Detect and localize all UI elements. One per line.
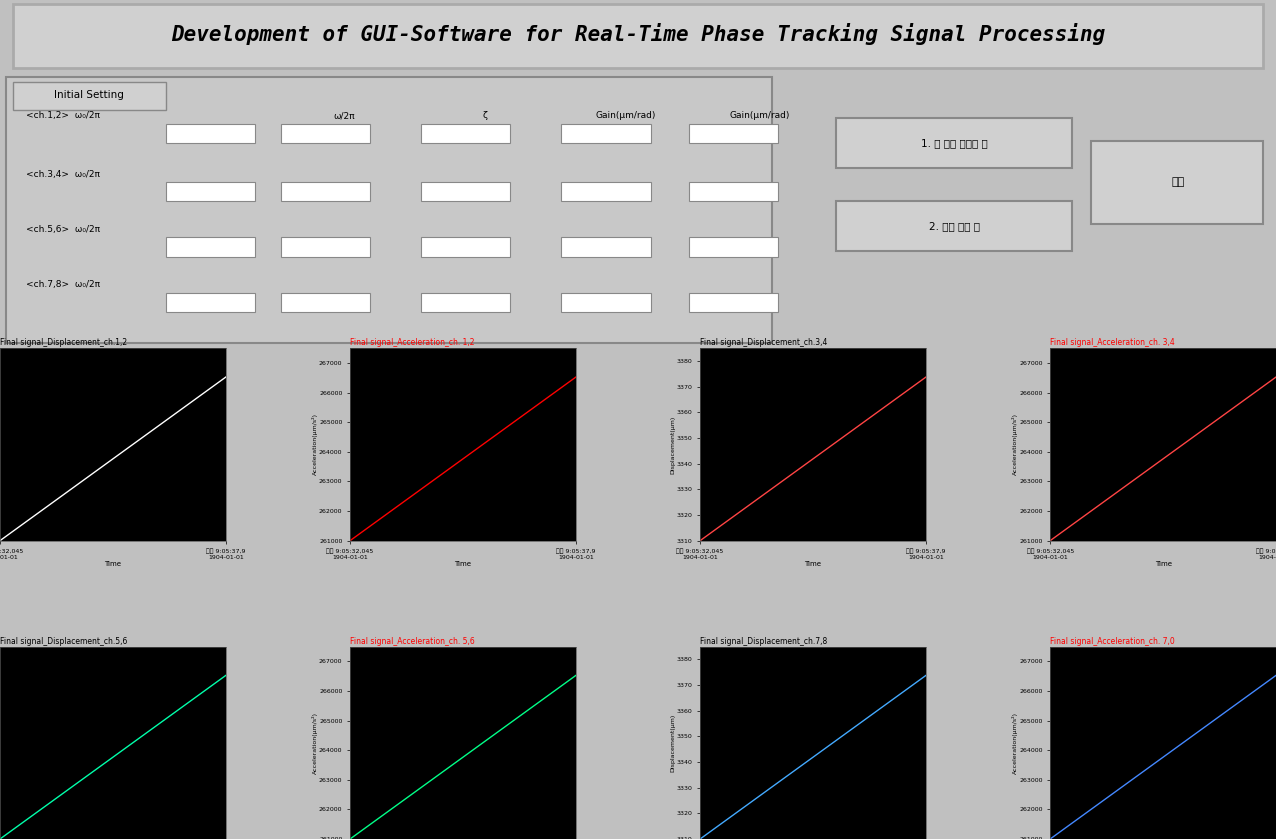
FancyBboxPatch shape [561, 182, 651, 201]
FancyBboxPatch shape [421, 237, 510, 257]
Text: <ch.1,2>  ω₀/2π: <ch.1,2> ω₀/2π [26, 112, 100, 120]
FancyBboxPatch shape [421, 182, 510, 201]
FancyBboxPatch shape [561, 124, 651, 143]
Text: 정지: 정지 [1171, 177, 1184, 187]
Text: Final signal_Displacement_ch.3,4: Final signal_Displacement_ch.3,4 [701, 338, 827, 347]
Text: Final signal_Acceleration_ch. 7,0: Final signal_Acceleration_ch. 7,0 [1050, 637, 1175, 646]
FancyBboxPatch shape [13, 82, 166, 110]
Text: Final signal_Displacement_ch.1,2: Final signal_Displacement_ch.1,2 [0, 338, 128, 347]
Text: Final signal_Displacement_ch.7,8: Final signal_Displacement_ch.7,8 [701, 637, 827, 646]
Text: Final signal_Acceleration_ch. 1,2: Final signal_Acceleration_ch. 1,2 [350, 338, 475, 347]
Text: ζ: ζ [482, 112, 487, 120]
Text: Initial Setting: Initial Setting [55, 90, 124, 100]
FancyBboxPatch shape [689, 293, 778, 312]
FancyBboxPatch shape [689, 182, 778, 201]
Text: Gain(μm/rad): Gain(μm/rad) [729, 112, 790, 120]
Y-axis label: Acceleration(μm/s²): Acceleration(μm/s²) [1012, 414, 1018, 476]
FancyBboxPatch shape [836, 118, 1072, 168]
Y-axis label: Displacement(μm): Displacement(μm) [670, 714, 675, 772]
X-axis label: Time: Time [454, 561, 471, 567]
Text: <ch.7,8>  ω₀/2π: <ch.7,8> ω₀/2π [26, 280, 100, 289]
Text: 2. 진동 멈춘 뒤: 2. 진동 멈춘 뒤 [929, 221, 980, 232]
Text: Final signal_Acceleration_ch. 5,6: Final signal_Acceleration_ch. 5,6 [350, 637, 475, 646]
FancyBboxPatch shape [166, 237, 255, 257]
X-axis label: Time: Time [805, 561, 822, 567]
Text: <ch.5,6>  ω₀/2π: <ch.5,6> ω₀/2π [26, 225, 100, 234]
Y-axis label: Acceleration(μm/s²): Acceleration(μm/s²) [311, 711, 318, 774]
Y-axis label: Displacement(μm): Displacement(μm) [670, 415, 675, 473]
Text: Final signal_Acceleration_ch. 3,4: Final signal_Acceleration_ch. 3,4 [1050, 338, 1175, 347]
Text: Development of GUI-Software for Real-Time Phase Tracking Signal Processing: Development of GUI-Software for Real-Tim… [171, 23, 1105, 45]
FancyBboxPatch shape [166, 124, 255, 143]
FancyBboxPatch shape [166, 293, 255, 312]
X-axis label: Time: Time [1155, 561, 1171, 567]
Y-axis label: Acceleration(μm/s²): Acceleration(μm/s²) [1012, 711, 1018, 774]
FancyBboxPatch shape [1091, 141, 1263, 223]
FancyBboxPatch shape [6, 77, 772, 342]
FancyBboxPatch shape [561, 237, 651, 257]
Text: Final signal_Displacement_ch.5,6: Final signal_Displacement_ch.5,6 [0, 637, 128, 646]
FancyBboxPatch shape [421, 293, 510, 312]
Text: ω/2π: ω/2π [334, 112, 355, 120]
FancyBboxPatch shape [421, 124, 510, 143]
FancyBboxPatch shape [13, 3, 1263, 68]
Text: <ch.3,4>  ω₀/2π: <ch.3,4> ω₀/2π [26, 169, 100, 179]
FancyBboxPatch shape [836, 201, 1072, 252]
FancyBboxPatch shape [689, 237, 778, 257]
Text: 1. 한 주기 이상일 때: 1. 한 주기 이상일 때 [921, 138, 988, 149]
X-axis label: Time: Time [105, 561, 121, 567]
FancyBboxPatch shape [166, 182, 255, 201]
Text: Gain(μm/rad): Gain(μm/rad) [595, 112, 656, 120]
FancyBboxPatch shape [281, 124, 370, 143]
FancyBboxPatch shape [281, 293, 370, 312]
FancyBboxPatch shape [281, 237, 370, 257]
FancyBboxPatch shape [689, 124, 778, 143]
FancyBboxPatch shape [281, 182, 370, 201]
Y-axis label: Acceleration(μm/s²): Acceleration(μm/s²) [311, 414, 318, 476]
FancyBboxPatch shape [561, 293, 651, 312]
